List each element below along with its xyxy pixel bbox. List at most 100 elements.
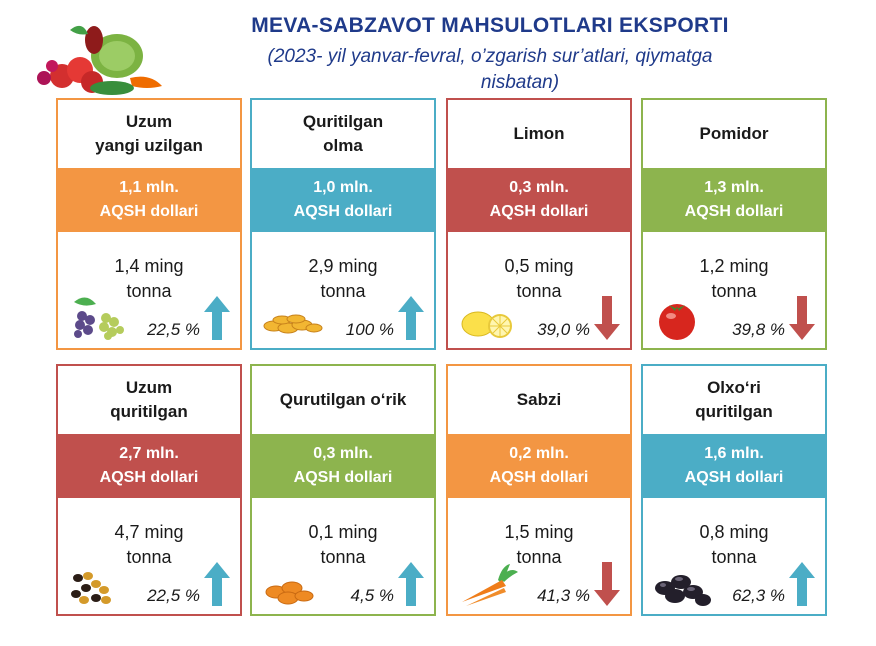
value-amount: 1,3 mln. [704, 179, 764, 196]
tonnage: 0,5 ming tonna [448, 254, 630, 304]
change-percent: 62,3 % [732, 586, 785, 605]
change-percent: 22,5 % [147, 586, 200, 605]
arrow-up-icon [204, 296, 230, 340]
arrow-up-icon [398, 296, 424, 340]
tonnage-unit: tonna [516, 547, 562, 567]
export-value: 1,0 mln. AQSH dollari [252, 168, 434, 232]
tonnage-amount: 0,1 ming [308, 522, 378, 542]
value-amount: 2,7 mln. [119, 445, 179, 462]
product-name-line: quritilgan [110, 402, 188, 421]
arrow-down-icon [789, 296, 815, 340]
product-name: Limon [448, 100, 630, 168]
value-amount: 1,1 mln. [119, 179, 179, 196]
product-name-line: Qurutilgan o‘rik [279, 390, 407, 409]
page-title: MEVA-SABZAVOT MAHSULOTLARI EKSPORTI [251, 14, 729, 37]
arrow-down-icon [594, 562, 620, 606]
product-name-line: Limon [513, 124, 565, 143]
change-percent: 41,3 % [537, 586, 590, 605]
change-percent: 100 % [345, 320, 394, 339]
tonnage-amount: 2,9 ming [308, 256, 378, 276]
value-currency: AQSH dollari [684, 469, 784, 486]
change-percent: 39,0 % [537, 320, 590, 339]
raisins-icon [71, 572, 111, 604]
value-amount: 0,3 mln. [313, 445, 373, 462]
tonnage-amount: 1,5 ming [504, 522, 574, 542]
lemon-icon [461, 311, 512, 338]
tonnage-unit: tonna [711, 281, 757, 301]
dried-apple-icon [263, 314, 323, 334]
arrow-up-icon [204, 562, 230, 606]
export-value: 1,6 mln. AQSH dollari [643, 434, 825, 498]
tonnage-unit: tonna [320, 281, 366, 301]
tonnage-unit: tonna [126, 281, 172, 301]
export-value: 0,3 mln. AQSH dollari [448, 168, 630, 232]
product-name-line: Uzum [125, 378, 173, 397]
product-name-line: Pomidor [699, 124, 769, 143]
tomato-icon [659, 304, 695, 340]
subtitle-line: (2023- yil yanvar-fevral, o’zgarish sur’… [267, 46, 713, 67]
value-currency: AQSH dollari [489, 203, 589, 220]
product-name: Uzum yangi uzilgan [58, 100, 240, 168]
product-name-line: Quritilgan [302, 112, 384, 131]
arrow-up-icon [398, 562, 424, 606]
tonnage: 1,5 ming tonna [448, 520, 630, 570]
value-amount: 1,6 mln. [704, 445, 764, 462]
value-currency: AQSH dollari [293, 469, 393, 486]
tonnage-amount: 1,2 ming [699, 256, 769, 276]
change-percent: 4,5 % [350, 586, 394, 605]
subtitle-line: nisbatan) [480, 72, 560, 93]
product-name-line: yangi uzilgan [95, 136, 203, 155]
export-card-fresh-grapes: Uzum yangi uzilgan 1,1 mln. AQSH dollari 1… [56, 98, 242, 350]
product-name-line: Uzum [125, 112, 173, 131]
tonnage-unit: tonna [126, 547, 172, 567]
product-name: Quritilgan olma [252, 100, 434, 168]
product-name-line: olma [323, 136, 363, 155]
value-currency: AQSH dollari [684, 203, 784, 220]
product-name: Sabzi [448, 366, 630, 434]
product-name: Pomidor [643, 100, 825, 168]
export-card-dried-apple: Quritilgan olma 1,0 mln. AQSH dollari 2,9 … [250, 98, 436, 350]
tonnage: 1,2 ming tonna [643, 254, 825, 304]
export-value: 0,3 mln. AQSH dollari [252, 434, 434, 498]
change-percent: 39,8 % [732, 320, 785, 339]
arrow-up-icon [789, 562, 815, 606]
export-value: 1,1 mln. AQSH dollari [58, 168, 240, 232]
tonnage: 2,9 ming tonna [252, 254, 434, 304]
tonnage-amount: 0,8 ming [699, 522, 769, 542]
product-name: Qurutilgan o‘rik [252, 366, 434, 434]
product-name-line: Olxo‘ri [707, 378, 761, 397]
value-currency: AQSH dollari [99, 203, 199, 220]
product-name: Uzum quritilgan [58, 366, 240, 434]
tonnage-amount: 4,7 ming [114, 522, 184, 542]
arrow-down-icon [594, 296, 620, 340]
tonnage: 1,4 ming tonna [58, 254, 240, 304]
export-card-prunes: Olxo‘ri quritilgan 1,6 mln. AQSH dollari 0… [641, 364, 827, 616]
tonnage-amount: 0,5 ming [504, 256, 574, 276]
export-card-lemon: Limon 0,3 mln. AQSH dollari 0,5 ming tonna… [446, 98, 632, 350]
prunes-icon [655, 575, 711, 606]
export-value: 0,2 mln. AQSH dollari [448, 434, 630, 498]
product-name: Olxo‘ri quritilgan [643, 366, 825, 434]
grapes-icon [74, 297, 124, 340]
tonnage: 0,1 ming tonna [252, 520, 434, 570]
vegetables-icon [37, 25, 162, 95]
tonnage: 4,7 ming tonna [58, 520, 240, 570]
carrot-icon [462, 564, 518, 606]
export-card-dried-apricot: Qurutilgan o‘rik 0,3 mln. AQSH dollari 0,… [250, 364, 436, 616]
page-subtitle: (2023- yil yanvar-fevral, o’zgarish sur’… [180, 44, 800, 96]
tonnage-unit: tonna [516, 281, 562, 301]
value-currency: AQSH dollari [293, 203, 393, 220]
value-currency: AQSH dollari [489, 469, 589, 486]
tonnage-amount: 1,4 ming [114, 256, 184, 276]
product-name-line: Sabzi [516, 390, 562, 409]
value-amount: 0,2 mln. [509, 445, 569, 462]
product-name-line: quritilgan [695, 402, 773, 421]
export-card-raisins: Uzum quritilgan 2,7 mln. AQSH dollari 4,7 … [56, 364, 242, 616]
export-card-tomato: Pomidor 1,3 mln. AQSH dollari 1,2 ming ton… [641, 98, 827, 350]
change-percent: 22,5 % [147, 320, 200, 339]
dried-apricot-icon [265, 581, 314, 605]
export-value: 1,3 mln. AQSH dollari [643, 168, 825, 232]
export-card-carrot: Sabzi 0,2 mln. AQSH dollari 1,5 ming tonna… [446, 364, 632, 616]
value-amount: 1,0 mln. [313, 179, 373, 196]
value-currency: AQSH dollari [99, 469, 199, 486]
